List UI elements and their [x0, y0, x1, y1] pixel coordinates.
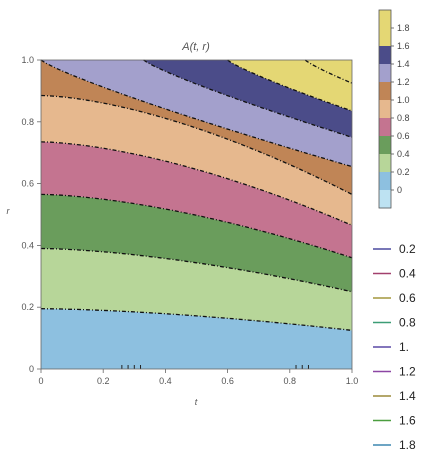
- y-tick-label-4: 0.8: [21, 117, 34, 127]
- colorbar-swatch-9: [379, 172, 391, 191]
- contour-line-1-4: [143, 59, 353, 138]
- plot-area: [40, 59, 353, 370]
- x-tick-label-4: 0.8: [284, 376, 297, 386]
- colorbar-label-8: 0.2: [397, 167, 410, 177]
- legend-label-8: 1.8: [399, 438, 416, 449]
- colorbar-label-5: 0.8: [397, 113, 410, 123]
- colorbar-swatch-2: [379, 46, 391, 65]
- contour-line-0-4: [40, 247, 353, 293]
- colorbar-label-4: 1.0: [397, 95, 410, 105]
- contour-band-2: [41, 194, 352, 292]
- colorbar-swatch-5: [379, 100, 391, 119]
- contour-band-8: [41, 60, 352, 111]
- y-axis-label: r: [7, 206, 11, 216]
- legend-label-0: 0.2: [399, 242, 416, 256]
- contour-line-0-2: [40, 308, 353, 332]
- x-tick-label-2: 0.4: [159, 376, 172, 386]
- x-axis-label: t: [195, 397, 198, 407]
- colorbar-swatch-4: [379, 82, 391, 101]
- colorbar-label-6: 0.6: [397, 131, 410, 141]
- contour-band-0: [41, 308, 352, 369]
- colorbar-swatch-1: [379, 28, 391, 47]
- legend-label-4: 1.: [399, 340, 409, 354]
- legend-label-3: 0.8: [399, 316, 416, 330]
- contour-line-0-6: [40, 193, 353, 259]
- y-tick-label-1: 0.2: [21, 302, 34, 312]
- contour-band-top: [41, 60, 352, 84]
- contour-line-1: [40, 94, 353, 195]
- contour-line-1-2: [40, 59, 353, 168]
- colorbar-swatch-7: [379, 136, 391, 155]
- y-tick-label-2: 0.4: [21, 240, 34, 250]
- contour-line-1-8: [304, 59, 353, 84]
- x-axis: 0 0.2 0.4 0.6 0.8 1.0: [38, 369, 358, 386]
- colorbar-swatch-6: [379, 118, 391, 137]
- colorbar-swatch-8: [379, 154, 391, 173]
- colorbar-label-2: 1.4: [397, 59, 410, 69]
- legend-label-6: 1.4: [399, 389, 416, 403]
- x-tick-label-3: 0.6: [221, 376, 234, 386]
- contour-legend: 0.2 0.4 0.6 0.8 1. 1.2 1.4 1.6 1.8: [373, 242, 416, 449]
- y-axis: 0 0.2 0.4 0.6 0.8 1.0: [21, 55, 41, 374]
- colorbar-swatch-0: [379, 10, 391, 29]
- colorbar-label-0: 1.8: [397, 23, 410, 33]
- colorbar-label-3: 1.2: [397, 77, 410, 87]
- colorbar-label-9: 0: [397, 185, 402, 195]
- contour-band-3: [41, 141, 352, 258]
- colorbar-swatch-3: [379, 64, 391, 83]
- legend-label-5: 1.2: [399, 365, 416, 379]
- x-tick-label-0: 0: [38, 376, 43, 386]
- contour-line-0-8: [40, 141, 353, 226]
- legend-label-1: 0.4: [399, 267, 416, 281]
- colorbar-label-7: 0.4: [397, 149, 410, 159]
- colorbar-frame: [378, 9, 392, 209]
- colorbar-label-1: 1.6: [397, 41, 410, 51]
- contour-band-6: [41, 60, 352, 167]
- x-tick-label-1: 0.2: [97, 376, 110, 386]
- legend-label-7: 1.6: [399, 414, 416, 428]
- contour-band-5: [41, 60, 352, 195]
- y-tick-label-3: 0.6: [21, 179, 34, 189]
- contour-band-7: [41, 60, 352, 138]
- contour-band-4: [41, 95, 352, 226]
- colorbar-swatch-10: [379, 190, 391, 209]
- plot-frame: [40, 59, 353, 370]
- contour-band-1: [41, 248, 352, 331]
- x-tick-label-5: 1.0: [346, 376, 359, 386]
- chart-title: A(t, r): [181, 41, 210, 53]
- y-tick-label-0: 0: [29, 364, 34, 374]
- y-tick-label-5: 1.0: [21, 55, 34, 65]
- legend-label-2: 0.6: [399, 291, 416, 305]
- colorbar: 1.8 1.6 1.4 1.2 1.0 0.8 0.6 0.4 0.2 0: [378, 9, 410, 209]
